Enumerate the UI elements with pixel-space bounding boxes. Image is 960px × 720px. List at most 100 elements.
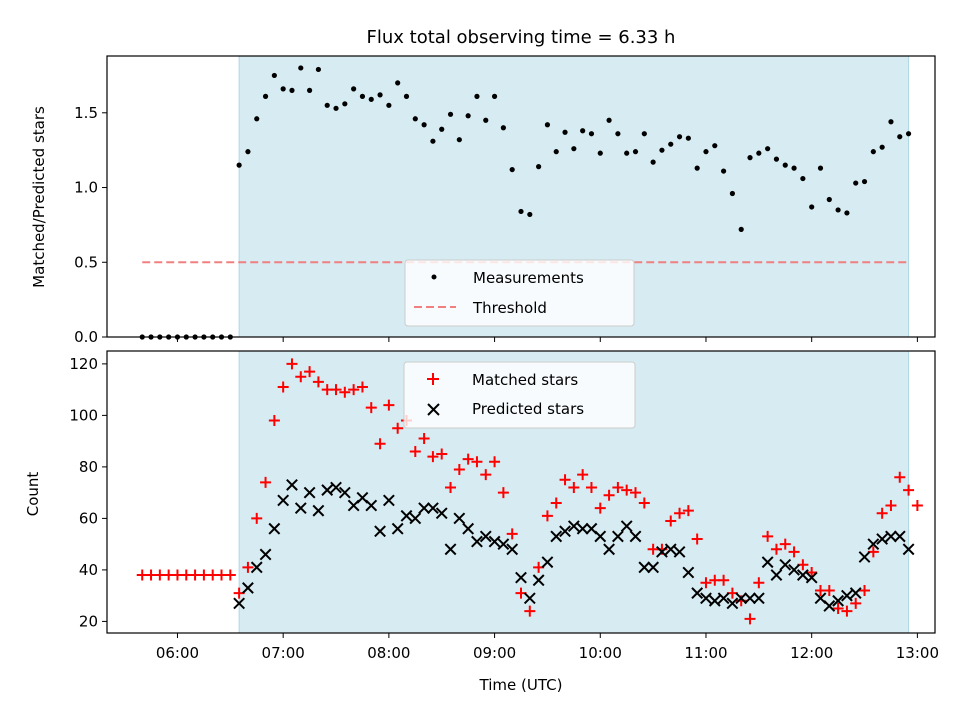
matched-star-point	[806, 566, 818, 578]
measurement-point	[280, 86, 286, 92]
measurement-point	[853, 180, 859, 186]
predicted-star-point	[603, 543, 615, 556]
measurement-point	[518, 208, 524, 215]
matched-star-point	[894, 471, 906, 483]
top-y-tick-label: 1.5	[74, 104, 98, 122]
matched-star-point	[823, 585, 835, 597]
top-y-tick-label: 1.0	[74, 179, 98, 197]
predicted-star-point	[427, 502, 439, 515]
matched-star-point	[859, 585, 871, 597]
measurement-point	[580, 128, 586, 134]
matched-star-point	[700, 577, 712, 589]
measurement-point	[474, 93, 480, 99]
measurement-point	[544, 122, 551, 128]
measurement-point	[430, 138, 436, 144]
predicted-star-point	[330, 481, 342, 494]
matched-star-point	[568, 481, 580, 493]
measurement-point	[773, 156, 780, 162]
matched-star-point	[286, 358, 298, 370]
predicted-star-point	[876, 533, 889, 545]
matched-star-point	[682, 505, 694, 517]
bottom-x-tick-label: 09:00	[473, 644, 516, 662]
measurement-point	[368, 96, 374, 102]
matched-star-point	[480, 469, 492, 481]
predicted-star-point	[841, 589, 853, 602]
bottom-plot-frame	[106, 350, 936, 634]
matched-star-point	[541, 510, 553, 522]
predicted-star-point	[567, 520, 580, 533]
bottom-x-axis-ticks: 06:00 07:00 08:00 09:00 10:00 11:00 12:00 13:00	[156, 633, 939, 662]
matched-star-point	[383, 399, 395, 411]
predicted-star-point	[312, 504, 325, 517]
predicted-star-point	[885, 530, 897, 543]
predicted-star-point	[832, 594, 845, 607]
predicted-star-point	[682, 566, 695, 579]
measurement-point	[809, 204, 815, 210]
measurement-point	[632, 149, 639, 155]
measurement-point	[765, 146, 771, 152]
matched-star-point	[577, 469, 589, 481]
measurement-point	[835, 207, 841, 213]
matched-star-point	[268, 415, 280, 427]
measurement-point	[668, 141, 674, 147]
measurement-point	[606, 117, 612, 123]
predicted-star-point	[656, 545, 668, 558]
predicted-star-point	[506, 543, 519, 556]
measurement-point	[483, 117, 489, 123]
bottom-y-tick-label: 60	[79, 509, 98, 527]
predicted-star-point	[479, 530, 492, 543]
predicted-star-point	[823, 600, 836, 612]
matched-star-point	[850, 597, 862, 609]
predicted-star-point	[409, 512, 422, 525]
matched-star-point	[453, 463, 465, 475]
matched-star-point	[559, 474, 571, 486]
matched-star-point	[374, 438, 386, 450]
measurement-point	[395, 80, 401, 86]
predicted-star-point	[286, 479, 298, 491]
predicted-star-point	[788, 563, 800, 576]
measurement-point	[271, 72, 277, 79]
matched-star-point	[251, 512, 263, 524]
top-legend-box	[404, 259, 635, 327]
measurement-point	[712, 143, 718, 149]
bottom-y-axis-label: Count	[24, 472, 42, 517]
matched-star-point	[489, 456, 501, 468]
measurement-point	[694, 165, 700, 171]
bottom-y-tick-label: 100	[69, 406, 98, 424]
predicted-star-point	[488, 535, 501, 548]
measurement-point	[659, 147, 665, 153]
measurement-point	[756, 150, 762, 156]
matched-star-point	[612, 481, 624, 493]
measurement-point	[720, 168, 727, 174]
measurement-point	[439, 126, 445, 132]
matched-star-point	[744, 613, 756, 625]
top-legend: Measurements Threshold	[404, 259, 635, 327]
matched-star-point	[911, 500, 923, 512]
measurement-point	[298, 65, 304, 71]
matched-star-point	[348, 384, 360, 396]
measurement-point	[245, 149, 251, 155]
predicted-star-point	[303, 486, 316, 499]
predicted-star-point	[259, 548, 272, 561]
predicted-star-point	[497, 538, 510, 551]
legend-marker-predicted	[427, 403, 440, 416]
measurement-point	[491, 93, 498, 99]
predicted-star-point	[453, 512, 466, 525]
matched-star-point	[638, 497, 650, 509]
predicted-star-point	[902, 543, 915, 556]
matched-star-point	[339, 386, 351, 398]
measurement-point	[333, 105, 339, 111]
predicted-star-point	[849, 587, 862, 599]
matched-star-point	[242, 561, 254, 573]
measurement-point	[465, 113, 471, 119]
predicted-star-point	[338, 486, 351, 499]
predicted-star-point	[250, 561, 263, 574]
matched-star-point	[471, 456, 483, 468]
measurement-point	[500, 125, 506, 131]
predicted-star-point	[233, 597, 246, 610]
matched-star-point	[365, 402, 377, 414]
predicted-star-point	[277, 494, 290, 507]
bottom-x-tick-label: 13:00	[896, 644, 939, 662]
measurement-point	[870, 149, 876, 155]
